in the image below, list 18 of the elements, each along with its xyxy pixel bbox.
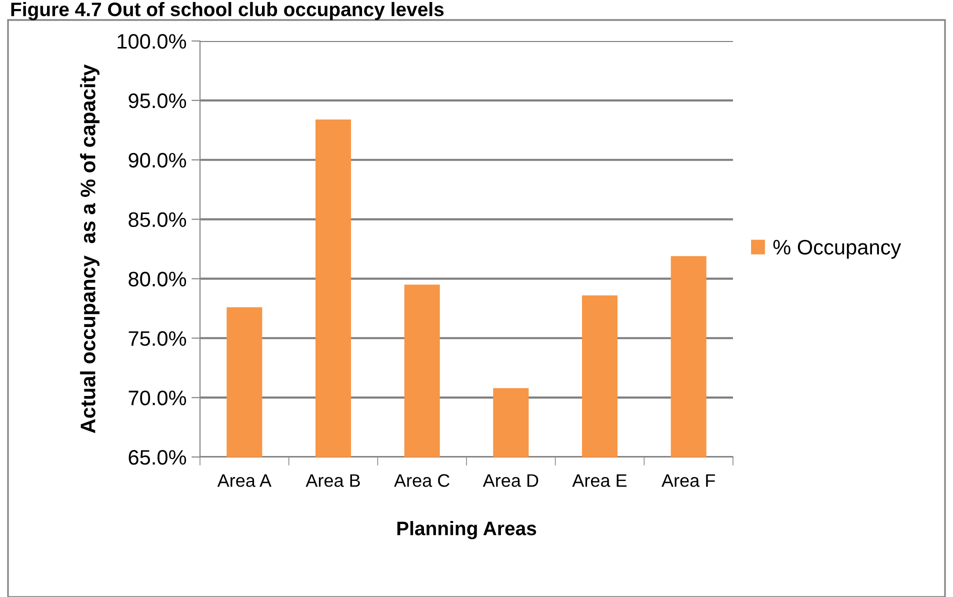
y-axis-title: Actual occupancy as a % of capacity xyxy=(80,64,100,434)
x-tick-label: Area B xyxy=(306,474,360,487)
x-tick-label: Area C xyxy=(394,474,450,487)
chart-title: Figure 4.7 Out of school club occupancy levels xyxy=(11,2,444,20)
x-axis-title: Planning Areas xyxy=(397,521,536,540)
y-tick-label: 75.0% xyxy=(128,331,186,346)
y-tick-label: 70.0% xyxy=(128,390,186,406)
x-tick-label: Area E xyxy=(572,474,627,487)
legend-label: % Occupancy xyxy=(773,240,902,259)
y-tick-label: 65.0% xyxy=(128,450,186,465)
x-tick-label: Area A xyxy=(217,474,272,487)
x-tick-label: Area F xyxy=(662,474,715,487)
x-tick-label: Area D xyxy=(482,474,538,487)
y-tick-label: 85.0% xyxy=(128,212,186,228)
y-tick-label: 95.0% xyxy=(128,93,186,108)
y-tick-label: 90.0% xyxy=(128,152,186,168)
y-tick-label: 100.0% xyxy=(118,34,186,49)
y-tick-label: 80.0% xyxy=(128,272,186,286)
